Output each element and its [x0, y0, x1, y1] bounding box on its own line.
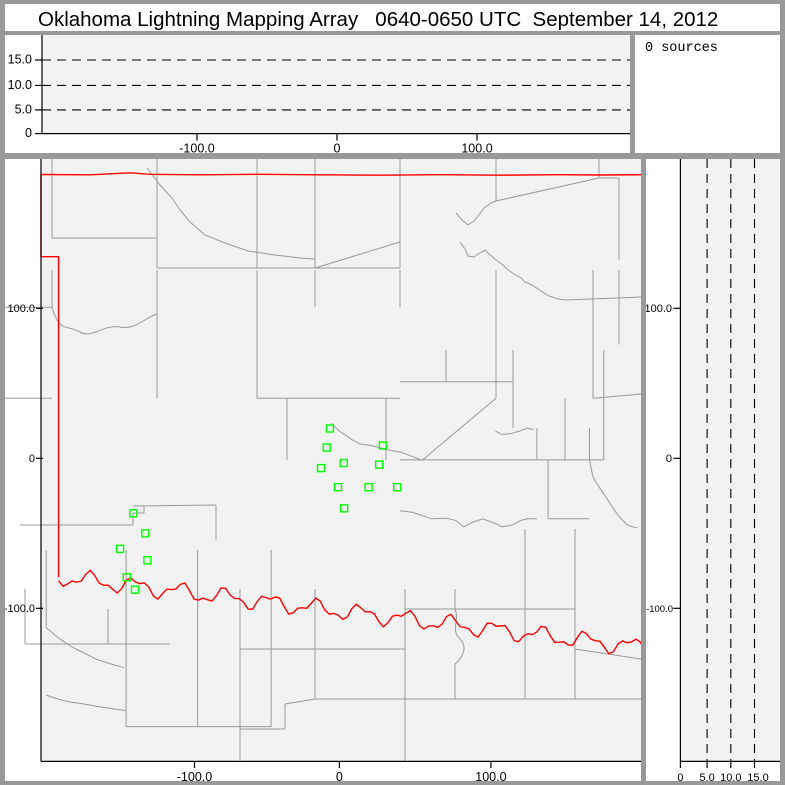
svg-text:15.0: 15.0 — [8, 53, 32, 67]
svg-text:100.0: 100.0 — [461, 142, 492, 154]
svg-text:5.0: 5.0 — [15, 102, 32, 116]
svg-text:0: 0 — [666, 453, 672, 465]
svg-text:-100.0: -100.0 — [177, 770, 212, 781]
svg-text:0: 0 — [336, 770, 343, 781]
svg-text:100.0: 100.0 — [646, 303, 672, 315]
svg-text:-100.0: -100.0 — [179, 142, 214, 154]
svg-text:0: 0 — [25, 126, 32, 140]
svg-text:10.0: 10.0 — [720, 772, 741, 781]
svg-text:15.0: 15.0 — [747, 772, 768, 781]
svg-text:10.0: 10.0 — [8, 78, 32, 92]
svg-text:5.0: 5.0 — [699, 772, 714, 781]
svg-text:0: 0 — [334, 142, 341, 154]
svg-text:100.0: 100.0 — [7, 303, 35, 315]
svg-text:-100.0: -100.0 — [5, 603, 35, 615]
svg-text:0: 0 — [677, 772, 683, 781]
svg-text:100.0: 100.0 — [475, 770, 506, 781]
svg-text:0: 0 — [29, 453, 35, 465]
svg-text:-100.0: -100.0 — [646, 604, 673, 615]
